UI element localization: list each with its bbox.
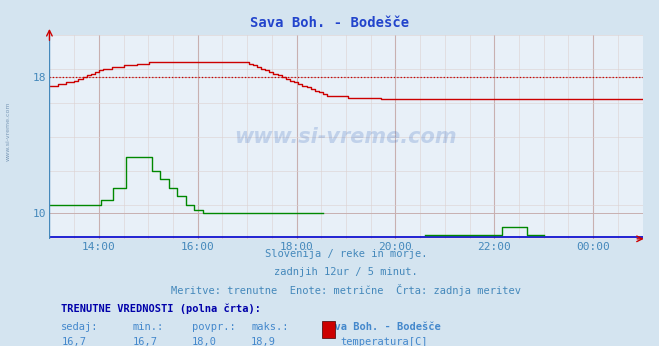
Text: temperatura[C]: temperatura[C] [340, 337, 428, 346]
Text: maks.:: maks.: [251, 322, 289, 333]
Text: Sava Boh. - Bodešče: Sava Boh. - Bodešče [250, 16, 409, 29]
Text: zadnjih 12ur / 5 minut.: zadnjih 12ur / 5 minut. [274, 267, 418, 277]
Text: Sava Boh. - Bodešče: Sava Boh. - Bodešče [322, 322, 441, 333]
Bar [322, 340, 335, 346]
Text: www.si-vreme.com: www.si-vreme.com [235, 127, 457, 147]
Text: 18,9: 18,9 [251, 337, 276, 346]
Text: sedaj:: sedaj: [61, 322, 99, 333]
Text: 16,7: 16,7 [61, 337, 86, 346]
Bar [322, 321, 335, 338]
Text: Slovenija / reke in morje.: Slovenija / reke in morje. [265, 249, 427, 259]
Text: www.si-vreme.com: www.si-vreme.com [6, 102, 11, 161]
Text: 16,7: 16,7 [132, 337, 158, 346]
Text: Meritve: trenutne  Enote: metrične  Črta: zadnja meritev: Meritve: trenutne Enote: metrične Črta: … [171, 284, 521, 296]
Text: TRENUTNE VREDNOSTI (polna črta):: TRENUTNE VREDNOSTI (polna črta): [61, 304, 261, 314]
Text: povpr.:: povpr.: [192, 322, 235, 333]
Text: min.:: min.: [132, 322, 163, 333]
Text: 18,0: 18,0 [192, 337, 217, 346]
